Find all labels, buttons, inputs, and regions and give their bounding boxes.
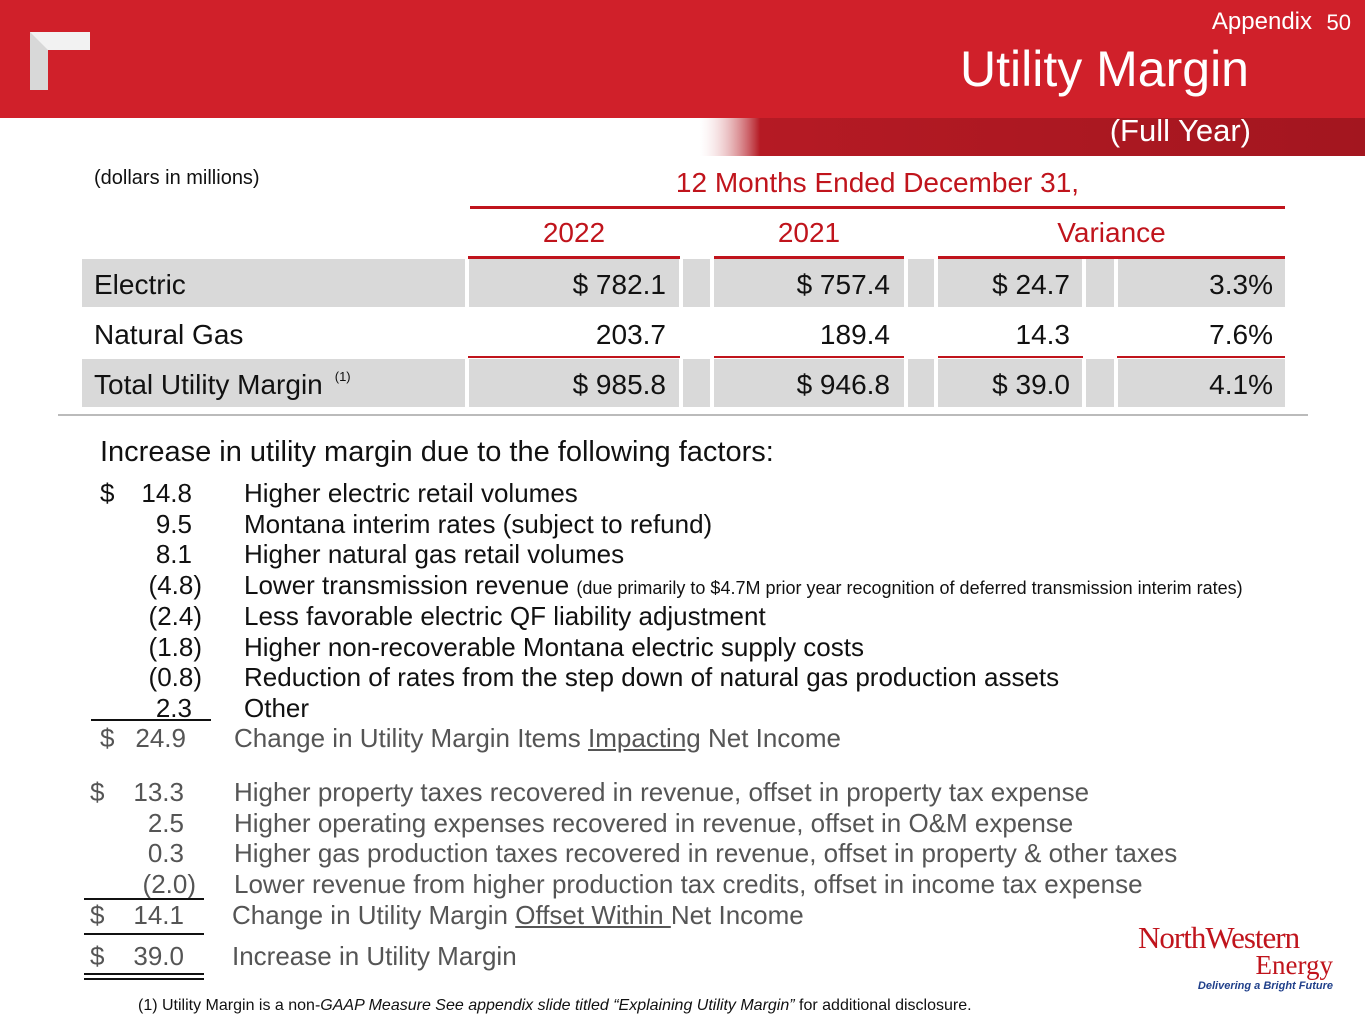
factor-note: (due primarily to $4.7M prior year recog… bbox=[576, 578, 1243, 599]
factor-amount: 14.8 bbox=[141, 478, 192, 508]
factor-amount: (2.4) bbox=[148, 600, 202, 631]
total-rule-top bbox=[84, 933, 204, 935]
factor-currency: $ bbox=[100, 478, 115, 508]
total-rule-2021 bbox=[714, 356, 904, 358]
header-band bbox=[0, 118, 1365, 156]
col-underline-2022 bbox=[468, 256, 680, 259]
impacting-total-currency: $ bbox=[100, 723, 115, 753]
total-rule-variance bbox=[938, 356, 1083, 358]
row-label: Total Utility Margin (1) bbox=[94, 369, 351, 400]
cell-2021: 189.4 bbox=[819, 319, 890, 350]
section-divider bbox=[58, 414, 1308, 416]
cell-2022: $ 782.1 bbox=[572, 269, 666, 300]
col-header-variance: Variance bbox=[1057, 217, 1166, 248]
logo-tagline: Delivering a Bright Future bbox=[1197, 980, 1333, 992]
factor-amount: 2.5 bbox=[147, 807, 184, 838]
table-row-total: Total Utility Margin (1) $ 985.8 $ 946.8 … bbox=[82, 359, 1285, 407]
cell-variance-pct: 7.6% bbox=[1209, 319, 1273, 350]
double-rule-1 bbox=[84, 973, 204, 975]
cell-variance-pct: 4.1% bbox=[1209, 369, 1273, 400]
factor-amount: (1.8) bbox=[148, 631, 202, 662]
grand-total-label: Increase in Utility Margin bbox=[232, 941, 517, 971]
factor-amount: 13.3 bbox=[133, 777, 184, 807]
factor-amount: 2.3 bbox=[155, 692, 192, 723]
appendix-label: Appendix bbox=[1211, 8, 1312, 35]
cell-2021: $ 946.8 bbox=[796, 369, 890, 400]
factor-description: Higher natural gas retail volumes bbox=[244, 539, 625, 570]
factor-description: Higher electric retail volumes bbox=[244, 478, 578, 508]
factor-description: Higher non-recoverable Montana electric … bbox=[244, 631, 864, 662]
subtotal-rule-1 bbox=[91, 719, 211, 721]
cell-variance-pct: 3.3% bbox=[1209, 269, 1273, 300]
cell-variance: 14.3 bbox=[1015, 319, 1071, 350]
col-underline-2021 bbox=[714, 256, 904, 259]
factor-description: Higher operating expenses recovered in r… bbox=[234, 807, 1074, 838]
factor-amount: (0.8) bbox=[148, 662, 202, 693]
factor-amount: 0.3 bbox=[147, 838, 184, 869]
footnote-ref: (1) bbox=[334, 369, 351, 384]
offset-total-currency: $ bbox=[90, 900, 105, 930]
factor-amount: 8.1 bbox=[155, 539, 192, 570]
page-title: Utility Margin bbox=[960, 41, 1249, 97]
units-note: (dollars in millions) bbox=[94, 167, 260, 189]
period-underline bbox=[470, 206, 1285, 209]
factors-heading: Increase in utility margin due to the fo… bbox=[100, 436, 774, 468]
cell-variance: $ 24.7 bbox=[992, 269, 1070, 300]
table-row-electric: Electric $ 782.1 $ 757.4 $ 24.7 3.3% bbox=[82, 259, 1285, 307]
offset-total-label: Change in Utility Margin Offset Within N… bbox=[232, 900, 804, 930]
cell-2022: 203.7 bbox=[595, 319, 666, 350]
logo-line2: Energy bbox=[1255, 950, 1333, 980]
page-number: 50 bbox=[1326, 10, 1351, 35]
header-banner bbox=[0, 0, 1365, 118]
factor-description: Lower revenue from higher production tax… bbox=[234, 869, 1143, 900]
row-label: Natural Gas bbox=[94, 319, 244, 350]
total-rule-pct bbox=[1117, 356, 1285, 358]
factor-currency: $ bbox=[90, 777, 105, 807]
offset-total-amount: 14.1 bbox=[133, 900, 184, 930]
col-underline-variance bbox=[938, 256, 1285, 259]
row-label: Electric bbox=[94, 269, 186, 300]
page-subtitle: (Full Year) bbox=[1109, 113, 1251, 148]
factor-amount: (4.8) bbox=[148, 570, 202, 601]
corner-logo-icon bbox=[30, 32, 90, 90]
logo-line1: NorthWestern bbox=[1138, 920, 1300, 955]
factor-description: Less favorable electric QF liability adj… bbox=[244, 600, 766, 631]
col-header-2022: 2022 bbox=[542, 217, 606, 248]
factor-description: Reduction of rates from the step down of… bbox=[244, 662, 1060, 693]
footnote: (1) Utility Margin is a non-GAAP Measure… bbox=[138, 997, 972, 1014]
factor-description: Higher gas production taxes recovered in… bbox=[234, 838, 1178, 869]
factor-description: Higher property taxes recovered in reven… bbox=[234, 777, 1090, 807]
factor-description: Lower transmission revenue (due primaril… bbox=[244, 570, 1243, 601]
grand-total-amount: 39.0 bbox=[133, 941, 184, 971]
period-header: 12 Months Ended December 31, bbox=[675, 167, 1080, 198]
factor-description: Other bbox=[244, 692, 310, 723]
cell-variance: $ 39.0 bbox=[992, 369, 1070, 400]
cell-2022: $ 985.8 bbox=[572, 369, 666, 400]
cell-2021: $ 757.4 bbox=[796, 269, 890, 300]
subtotal-rule-2 bbox=[84, 898, 204, 900]
impacting-total-amount: 24.9 bbox=[135, 723, 186, 753]
col-header-2021: 2021 bbox=[777, 217, 841, 248]
table-row-natural-gas: Natural Gas 203.7 189.4 14.3 7.6% bbox=[82, 309, 1285, 357]
total-rule-2022 bbox=[468, 356, 680, 358]
factor-amount: (2.0) bbox=[142, 869, 196, 900]
factor-amount: 9.5 bbox=[155, 508, 192, 539]
grand-total-currency: $ bbox=[90, 941, 105, 971]
northwestern-energy-logo: NorthWestern Energy Delivering a Bright … bbox=[1135, 920, 1335, 1000]
impacting-total-label: Change in Utility Margin Items Impacting… bbox=[234, 723, 841, 753]
factor-description: Montana interim rates (subject to refund… bbox=[244, 508, 713, 539]
double-rule-2 bbox=[84, 978, 204, 980]
